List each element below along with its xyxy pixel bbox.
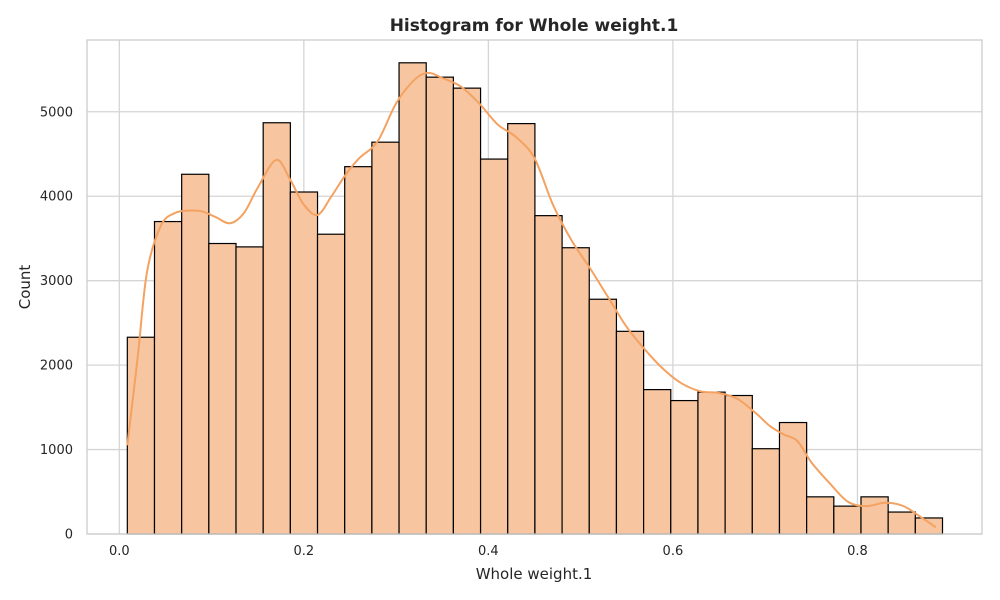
histogram-bar: [126, 336, 156, 535]
y-tick-label: 0: [65, 528, 73, 543]
histogram-bar: [914, 517, 944, 535]
kde-curve: [126, 71, 937, 529]
x-tick-label: 0.2: [293, 544, 314, 559]
histogram-bar: [697, 391, 726, 535]
y-axis-label: Count: [16, 265, 34, 310]
histogram-bar: [507, 122, 536, 535]
histogram-bar: [316, 233, 346, 535]
y-tick-label: 4000: [40, 190, 73, 205]
histogram-bar: [153, 220, 183, 535]
x-tick-label: 0.8: [847, 544, 868, 559]
histogram-bar: [208, 242, 237, 535]
histogram-bar: [887, 511, 916, 535]
histogram-bar: [344, 166, 373, 535]
chart-title: Histogram for Whole weight.1: [390, 16, 679, 36]
histogram-bar: [452, 87, 482, 535]
histogram-bar: [235, 246, 264, 535]
y-tick-label: 5000: [40, 105, 73, 120]
y-tick-label: 2000: [40, 359, 73, 374]
histogram-bar: [534, 215, 563, 535]
histogram-bar: [751, 448, 781, 535]
y-tick-label: 3000: [40, 274, 73, 289]
plot-frame: [86, 39, 983, 535]
histogram-bar: [181, 173, 210, 535]
x-tick-label: 0.6: [663, 544, 684, 559]
histogram-bar: [588, 298, 618, 535]
ticks-layer: 0.0 0.2 0.4 0.6 0.8 0 1000 2000 3000 4000 5000: [40, 105, 868, 559]
y-tick-label: 1000: [40, 443, 73, 458]
bars-layer: [126, 62, 944, 535]
histogram-bar: [425, 76, 454, 535]
histogram-bar: [398, 62, 427, 535]
x-axis-label: Whole weight.1: [476, 565, 593, 583]
histogram-bar: [833, 505, 862, 535]
histogram-bar: [289, 191, 319, 535]
histogram-bar: [479, 158, 509, 535]
histogram-bar: [371, 141, 400, 535]
kde-layer: [126, 71, 937, 529]
histogram-bar: [806, 496, 835, 535]
histogram-bar: [724, 394, 753, 535]
histogram-bar: [262, 122, 291, 535]
x-tick-label: 0.4: [478, 544, 499, 559]
histogram-bar: [670, 399, 699, 535]
histogram-bar: [561, 247, 590, 535]
x-tick-label: 0.0: [109, 544, 130, 559]
histogram-bar: [643, 389, 672, 535]
histogram-bar: [615, 330, 645, 535]
histogram-bar: [778, 421, 808, 535]
